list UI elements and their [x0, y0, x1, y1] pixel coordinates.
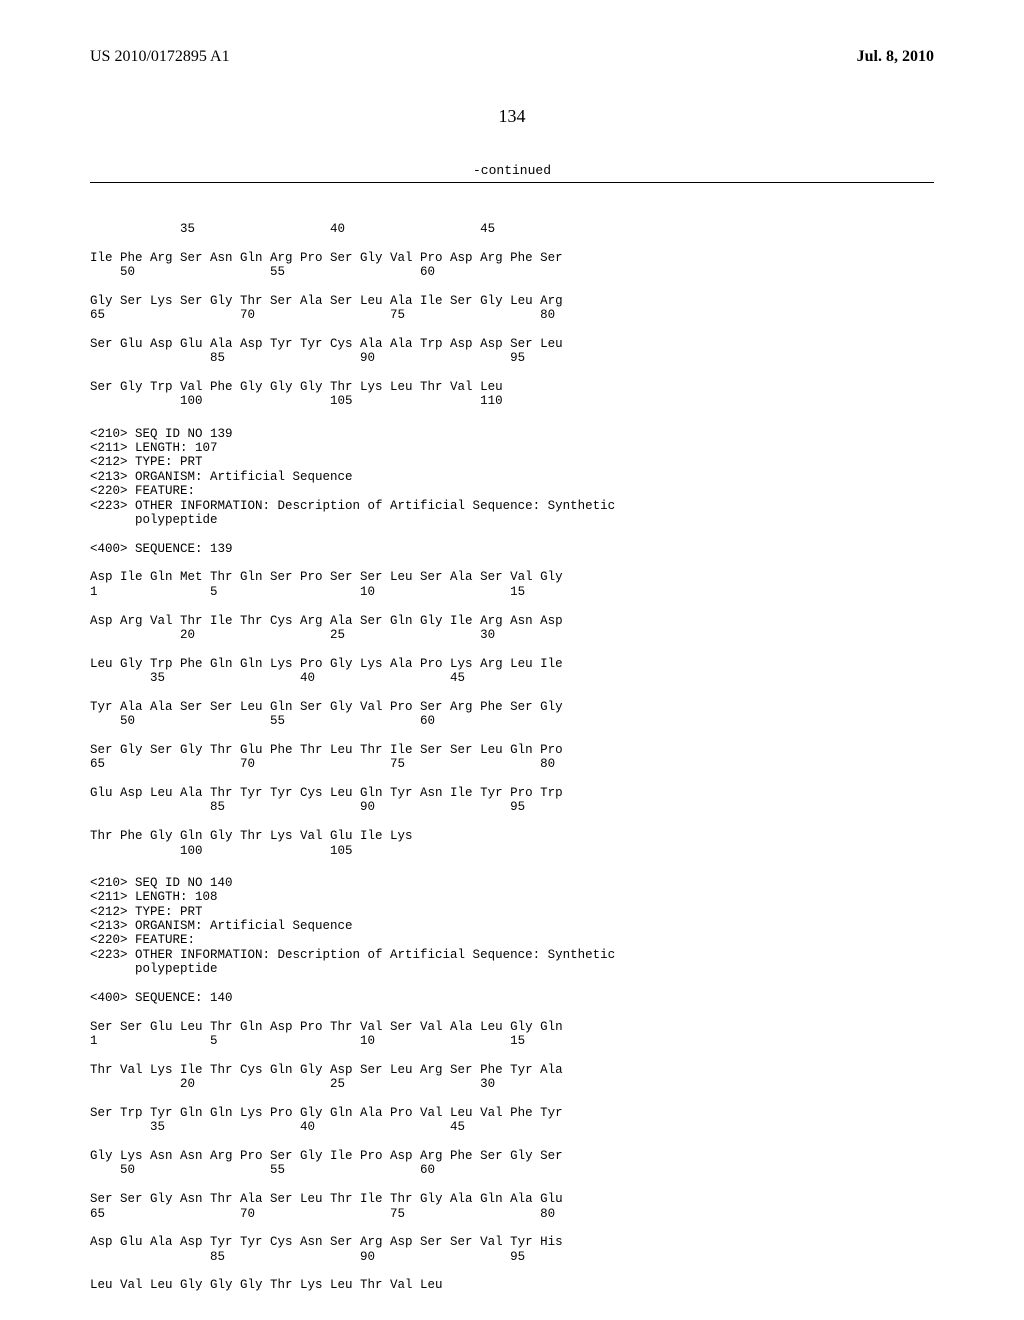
sequence-block: <210> SEQ ID NO 139 <211> LENGTH: 107 <2… [90, 427, 934, 858]
publication-number: US 2010/0172895 A1 [90, 48, 230, 66]
continued-label: -continued [0, 163, 1024, 178]
sequence-block: 35 40 45 Ile Phe Arg Ser Asn Gln Arg Pro… [90, 222, 934, 409]
page-number: 134 [0, 106, 1024, 127]
page-header: US 2010/0172895 A1 Jul. 8, 2010 [0, 0, 1024, 66]
sequence-content: 35 40 45 Ile Phe Arg Ser Asn Gln Arg Pro… [0, 183, 1024, 1307]
sequence-block: <210> SEQ ID NO 140 <211> LENGTH: 108 <2… [90, 876, 934, 1293]
publication-date: Jul. 8, 2010 [857, 48, 934, 66]
